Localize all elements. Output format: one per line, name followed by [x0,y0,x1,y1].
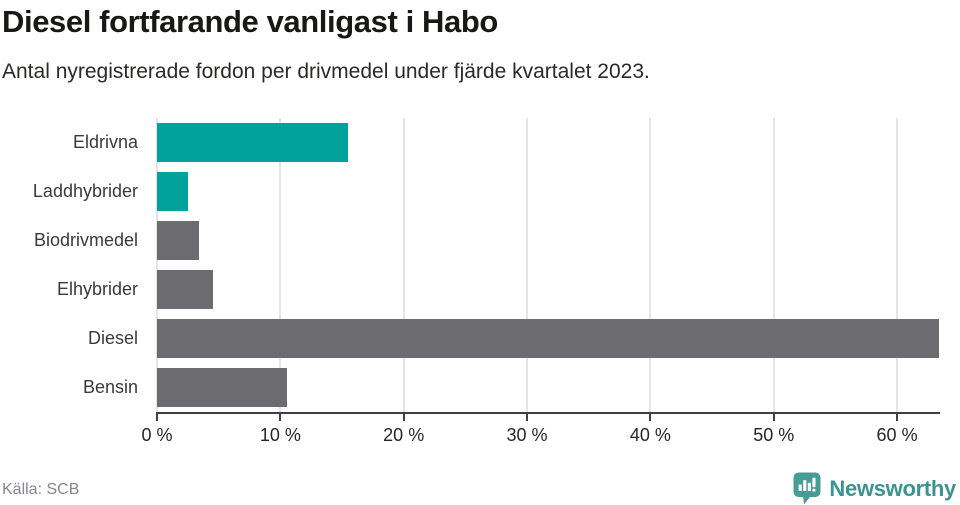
x-tick-label-40: 40 % [629,425,671,445]
bar-laddhybrider [157,172,188,211]
x-tick-label-30: 30 % [506,425,548,445]
gridline-50 [772,118,775,412]
chart-subtitle: Antal nyregistrerade fordon per drivmede… [2,60,650,83]
category-label-diesel: Diesel [87,328,138,348]
bar-row-elhybrider [157,265,939,314]
bar-biodrivmedel [157,221,199,260]
x-tick-50 [772,414,775,421]
x-tick-label-60: 60 % [876,425,918,445]
x-tick-40 [649,414,652,421]
gridline-20 [402,118,405,412]
gridline-40 [649,118,652,412]
bar-row-diesel [157,314,939,363]
x-tick-30 [526,414,529,421]
bar-elhybrider [157,270,213,309]
bar-eldrivna [157,123,349,162]
category-label-biodrivmedel: Biodrivmedel [33,230,138,250]
bar-bensin [157,368,287,407]
x-tick-20 [402,414,405,421]
source-label: Källa: SCB [2,481,80,498]
gridline-60 [896,118,899,412]
x-tick-label-0: 0 % [141,425,173,445]
x-tick-60 [896,414,899,421]
gridline-10 [279,118,282,412]
bar-row-biodrivmedel [157,216,939,265]
category-label-bensin: Bensin [82,377,138,397]
brand-wordmark: Newsworthy [829,475,956,501]
bar-diesel [157,319,939,358]
x-axis: 0 % 10 % 20 % 30 % 40 % 50 % 60 % [141,414,939,454]
category-axis: Eldrivna Laddhybrider Biodrivmedel Elhybrid… [0,118,148,412]
x-tick-label-20: 20 % [383,425,425,445]
chart-title: Diesel fortfarande vanligast i Habo [2,4,498,39]
category-label-laddhybrider: Laddhybrider [32,181,138,201]
x-tick-10 [279,414,282,421]
category-label-eldrivna: Eldrivna [72,132,138,152]
x-axis-line [156,412,940,414]
x-tick-0 [156,414,158,421]
x-tick-label-10: 10 % [259,425,301,445]
newsworthy-brand: Newsworthy [793,472,956,505]
plot-area [156,118,939,412]
bar-row-bensin [157,363,939,412]
category-label-elhybrider: Elhybrider [56,279,138,299]
x-tick-label-50: 50 % [753,425,795,445]
gridline-0 [156,118,158,412]
bar-row-eldrivna [157,118,939,167]
bar-row-laddhybrider [157,167,939,216]
newsworthy-logo-icon [793,472,822,505]
gridline-30 [526,118,529,412]
